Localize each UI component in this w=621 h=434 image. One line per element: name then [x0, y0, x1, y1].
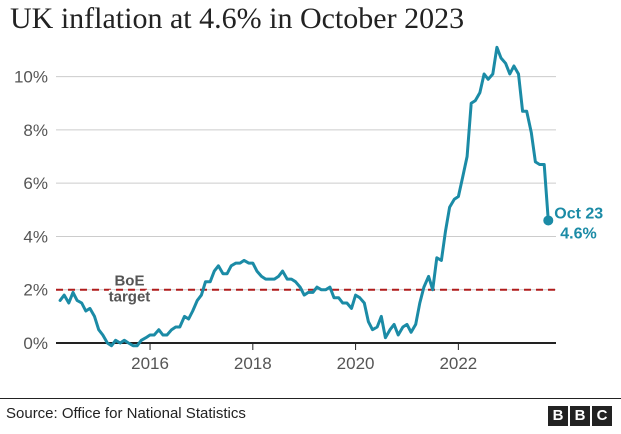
- target-label: target: [109, 289, 151, 306]
- logo-letter: B: [570, 406, 590, 426]
- line-chart: 0% 2% 4% 6% 8% 10% 2016 2018 2020 2022 BoEtarget…: [14, 45, 603, 373]
- x-tick-label: 2022: [439, 354, 477, 373]
- y-axis: 0% 2% 4% 6% 8% 10%: [14, 68, 48, 353]
- gridlines: [56, 76, 556, 291]
- x-tick-label: 2016: [131, 354, 169, 373]
- latest-point: [543, 215, 554, 226]
- annotation-group: Oct 23 4.6%: [543, 205, 603, 242]
- y-tick-label: 8%: [23, 121, 48, 140]
- series-line: [58, 45, 550, 348]
- series-group: [58, 45, 550, 348]
- x-tick-label: 2020: [337, 354, 375, 373]
- y-tick-label: 10%: [14, 68, 48, 87]
- y-tick-label: 2%: [23, 281, 48, 300]
- chart-title: UK inflation at 4.6% in October 2023: [10, 2, 465, 35]
- source-note: Source: Office for National Statistics: [6, 405, 246, 422]
- y-tick-label: 0%: [23, 334, 48, 353]
- annotation-label: 4.6%: [560, 225, 596, 242]
- target-label: BoE: [114, 273, 144, 290]
- y-tick-label: 4%: [23, 227, 48, 246]
- annotation-label: Oct 23: [554, 205, 603, 222]
- x-tick-label: 2018: [234, 354, 272, 373]
- footer-divider: [0, 398, 621, 399]
- logo-letter: B: [548, 406, 568, 426]
- y-tick-label: 6%: [23, 174, 48, 193]
- logo-letter: C: [592, 406, 612, 426]
- bbc-logo: B B C: [548, 406, 612, 426]
- x-axis: 2016 2018 2020 2022: [56, 342, 556, 373]
